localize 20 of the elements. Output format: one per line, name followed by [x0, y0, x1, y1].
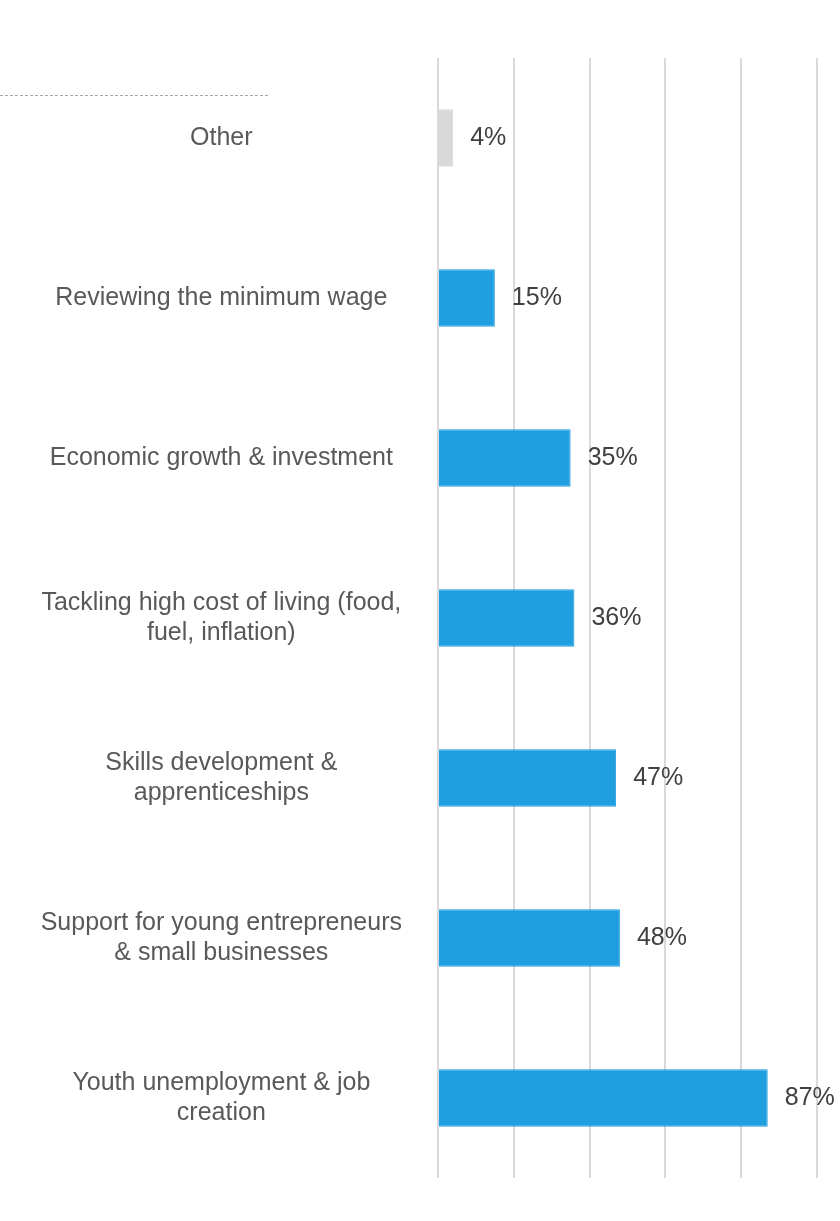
- data-label: 48%: [636, 921, 687, 950]
- y-tick-label: Youth unemployment & job creation: [72, 1066, 371, 1125]
- y-tick-label: Economic growth & investment: [49, 441, 393, 470]
- bar: [439, 749, 617, 807]
- y-tick-label: Other: [190, 121, 253, 150]
- bar: [439, 909, 620, 967]
- bar: [439, 589, 575, 647]
- y-tick-label: Skills development & apprenticeships: [105, 746, 338, 805]
- data-label: 47%: [633, 761, 684, 790]
- data-label: 15%: [511, 281, 562, 310]
- data-label: 36%: [591, 601, 642, 630]
- y-tick-label: Support for young entrepreneurs & small businesses: [40, 906, 402, 965]
- bar: [439, 429, 571, 487]
- y-tick-label: Tackling high cost of living (food, fuel, inflation): [41, 586, 402, 645]
- bar: [439, 1069, 768, 1127]
- bar: [439, 269, 495, 327]
- data-label: 35%: [587, 441, 638, 470]
- data-label: 4%: [470, 121, 507, 150]
- y-tick-label: Reviewing the minimum wage: [55, 281, 388, 310]
- data-label: 87%: [784, 1081, 835, 1110]
